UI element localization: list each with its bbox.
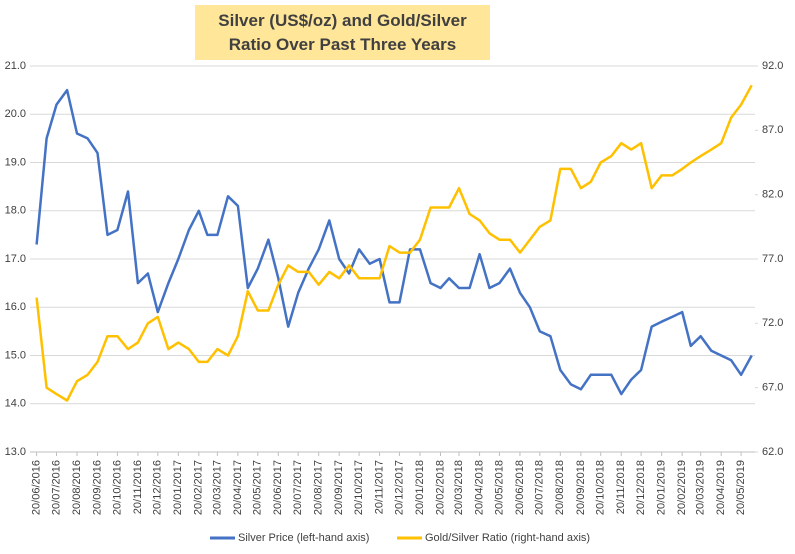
legend-label: Gold/Silver Ratio (right-hand axis) [425,532,590,544]
x-tick-label: 20/04/2017 [232,460,244,515]
x-tick-label: 20/02/2017 [193,460,205,515]
y2-tick-label: 92.0 [762,60,783,72]
x-tick-label: 20/06/2016 [31,460,43,515]
x-tick-label: 20/07/2016 [50,460,62,515]
y-tick-label: 15.0 [5,349,26,361]
x-tick-label: 20/10/2016 [111,460,123,515]
x-tick-label: 20/09/2016 [91,460,103,515]
x-tick-label: 20/07/2018 [534,460,546,515]
x-tick-label: 20/12/2017 [393,460,405,515]
x-tick-label: 20/02/2019 [676,460,688,515]
y-tick-label: 16.0 [5,301,26,313]
x-tick-label: 20/11/2017 [373,460,385,514]
x-tick-label: 20/05/2017 [252,460,264,515]
y2-tick-label: 62.0 [762,446,783,458]
x-tick-label: 20/08/2016 [71,460,83,515]
x-tick-label: 20/06/2018 [514,460,526,515]
x-tick-label: 20/05/2018 [493,460,505,515]
x-tick-label: 20/07/2017 [292,460,304,515]
x-tick-label: 20/04/2018 [473,460,485,515]
x-tick-label: 20/09/2017 [333,460,345,515]
y-tick-label: 13.0 [5,446,26,458]
legend-label: Silver Price (left-hand axis) [238,532,369,544]
x-tick-label: 20/03/2017 [211,460,223,515]
x-tick-label: 20/12/2016 [152,460,164,515]
x-tick-label: 20/09/2018 [575,460,587,515]
y-tick-label: 17.0 [5,253,26,265]
x-tick-label: 20/11/2016 [132,460,144,514]
x-tick-label: 20/08/2018 [554,460,566,515]
x-tick-label: 20/04/2019 [715,460,727,515]
series-line [35,84,753,402]
x-tick-label: 20/03/2018 [453,460,465,515]
x-tick-label: 20/10/2018 [595,460,607,515]
y-tick-label: 19.0 [5,156,26,168]
x-tick-label: 20/11/2018 [615,460,627,514]
series-line [35,88,753,396]
x-tick-label: 20/10/2017 [353,460,365,515]
x-tick-label: 20/02/2018 [434,460,446,515]
x-tick-label: 20/06/2017 [272,460,284,515]
y-tick-label: 18.0 [5,205,26,217]
x-tick-label: 20/05/2019 [735,460,747,515]
y2-tick-label: 87.0 [762,124,783,136]
y2-tick-label: 72.0 [762,317,783,329]
y2-tick-label: 77.0 [762,253,783,265]
y2-tick-label: 67.0 [762,382,783,394]
chart-title: Silver (US$/oz) and Gold/Silver Ratio Ov… [195,5,490,60]
y-tick-label: 21.0 [5,60,26,72]
x-tick-label: 20/03/2019 [695,460,707,515]
x-tick-label: 20/01/2019 [656,460,668,515]
x-tick-label: 20/08/2017 [313,460,325,515]
x-tick-label: 20/01/2017 [172,460,184,515]
y-tick-label: 14.0 [5,398,26,410]
y-tick-label: 20.0 [5,108,26,120]
x-tick-label: 20/01/2018 [414,460,426,515]
y2-tick-label: 82.0 [762,189,783,201]
x-tick-label: 20/12/2018 [635,460,647,515]
